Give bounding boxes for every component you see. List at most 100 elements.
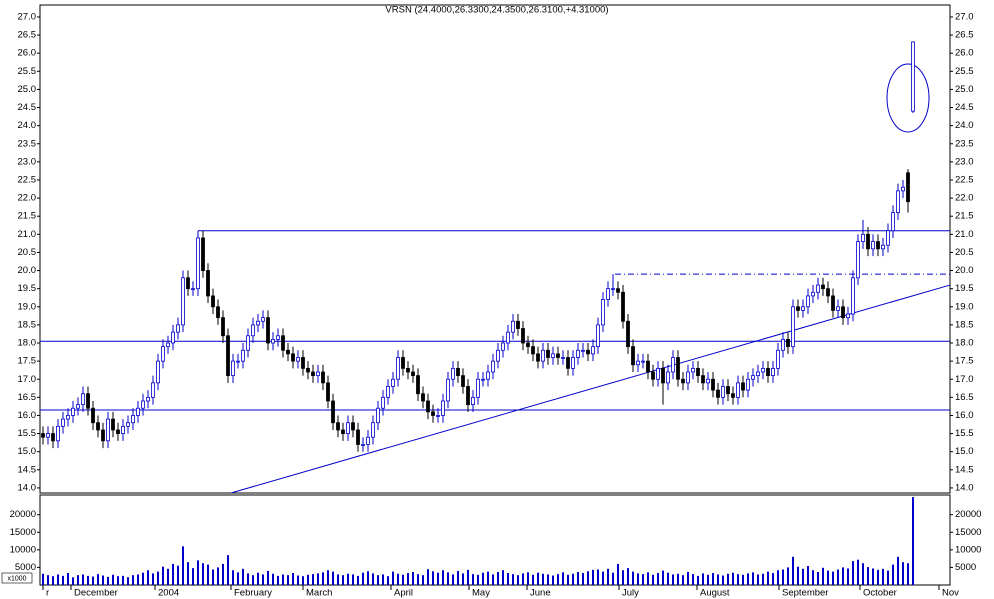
candle-body	[86, 393, 90, 409]
candle-body	[196, 237, 200, 290]
candle-body	[426, 400, 430, 413]
volume-bar	[97, 574, 99, 585]
candle-body	[96, 422, 100, 431]
volume-bar	[732, 572, 734, 585]
candle-body	[216, 306, 220, 319]
candle-body	[666, 371, 670, 384]
volume-bar	[407, 573, 409, 585]
volume-bar	[117, 576, 119, 585]
volume-bar	[552, 575, 554, 585]
volume-bar	[887, 570, 889, 585]
volume-bar	[72, 577, 74, 585]
y-tick-label: 20.5	[18, 247, 37, 258]
volume-bar	[707, 574, 709, 585]
candle-body	[106, 418, 110, 442]
candle-body	[181, 277, 185, 326]
volume-bar	[412, 571, 414, 585]
candle-body	[221, 317, 225, 337]
y-tick-label: 15.5	[18, 428, 37, 439]
candle-body	[831, 295, 835, 311]
volume-bar	[327, 570, 329, 585]
volume-bar	[827, 570, 829, 585]
candle-body	[76, 404, 80, 409]
volume-bar	[572, 573, 574, 585]
candle-body	[786, 338, 790, 348]
x-tick-label: December	[74, 588, 118, 599]
volume-bar	[787, 567, 789, 585]
volume-tick-label-right: 15000	[955, 527, 981, 538]
y-tick-label: 26.5	[18, 30, 37, 41]
candle-body	[91, 407, 95, 424]
candle-body	[791, 306, 795, 348]
volume-bar	[312, 574, 314, 585]
y-tick-label: 17.5	[18, 356, 37, 367]
volume-bar	[557, 574, 559, 585]
y-tick-label-right: 24.5	[955, 102, 974, 113]
y-tick-label-right: 19.5	[955, 283, 974, 294]
volume-bar	[837, 569, 839, 585]
y-tick-label: 21.5	[18, 211, 37, 222]
candle-body	[851, 277, 855, 315]
volume-bar	[772, 573, 774, 585]
volume-bar	[852, 561, 854, 585]
candle-body	[236, 360, 240, 363]
volume-bar	[382, 574, 384, 585]
candle-body	[871, 241, 875, 250]
volume-bar	[47, 575, 49, 585]
volume-bar	[442, 570, 444, 585]
volume-bar	[652, 574, 654, 585]
volume-bar	[57, 574, 59, 585]
highlight-ellipse	[886, 63, 930, 133]
candle-body	[256, 320, 260, 326]
candle-body	[361, 444, 365, 446]
candle-body	[581, 349, 585, 352]
candle-body	[141, 400, 145, 409]
candle-body	[616, 288, 620, 293]
candle-body	[676, 357, 680, 380]
candle-body	[621, 291, 625, 322]
y-tick-label-right: 14.0	[955, 482, 974, 493]
volume-bar	[592, 569, 594, 585]
volume-bar	[262, 574, 264, 585]
chart-title: VRSN (24.4000,26.3300,24.3500,26.3100,+4…	[385, 5, 608, 16]
volume-bar	[212, 569, 214, 585]
y-tick-label: 24.0	[18, 120, 37, 131]
volume-bar	[482, 572, 484, 585]
y-tick-label-right: 20.0	[955, 265, 974, 276]
y-tick-label-right: 22.5	[955, 175, 974, 186]
candle-body	[571, 357, 575, 369]
volume-bar	[742, 574, 744, 585]
candle-body	[686, 371, 690, 384]
candle-body	[711, 378, 715, 391]
candle-body	[726, 386, 730, 395]
volume-bar	[832, 571, 834, 585]
candle-body	[776, 349, 780, 369]
volume-bar	[347, 573, 349, 585]
volume-bar	[737, 574, 739, 585]
y-tick-label-right: 18.0	[955, 338, 974, 349]
candle-body	[166, 342, 170, 348]
candle-body	[101, 429, 105, 442]
volume-bar	[402, 574, 404, 585]
volume-bar	[147, 570, 149, 585]
candle-body	[446, 378, 450, 402]
candle-body	[806, 295, 810, 308]
y-tick-label: 25.0	[18, 84, 37, 95]
volume-tick-label: 15000	[10, 527, 36, 538]
volume-bar	[82, 574, 84, 585]
volume-bar	[567, 574, 569, 585]
candle-body	[176, 324, 180, 333]
volume-bar	[387, 576, 389, 585]
volume-bar	[187, 562, 189, 585]
volume-tick-label-right: 5000	[955, 562, 976, 573]
volume-bar	[562, 572, 564, 585]
volume-bar	[237, 572, 239, 585]
y-tick-label: 18.0	[18, 338, 37, 349]
y-tick-label: 16.0	[18, 410, 37, 421]
volume-bar	[87, 575, 89, 585]
candle-body	[781, 338, 785, 351]
candle-body	[466, 386, 470, 406]
candle-body	[241, 349, 245, 362]
volume-bar	[702, 573, 704, 585]
candle-body	[56, 425, 60, 442]
